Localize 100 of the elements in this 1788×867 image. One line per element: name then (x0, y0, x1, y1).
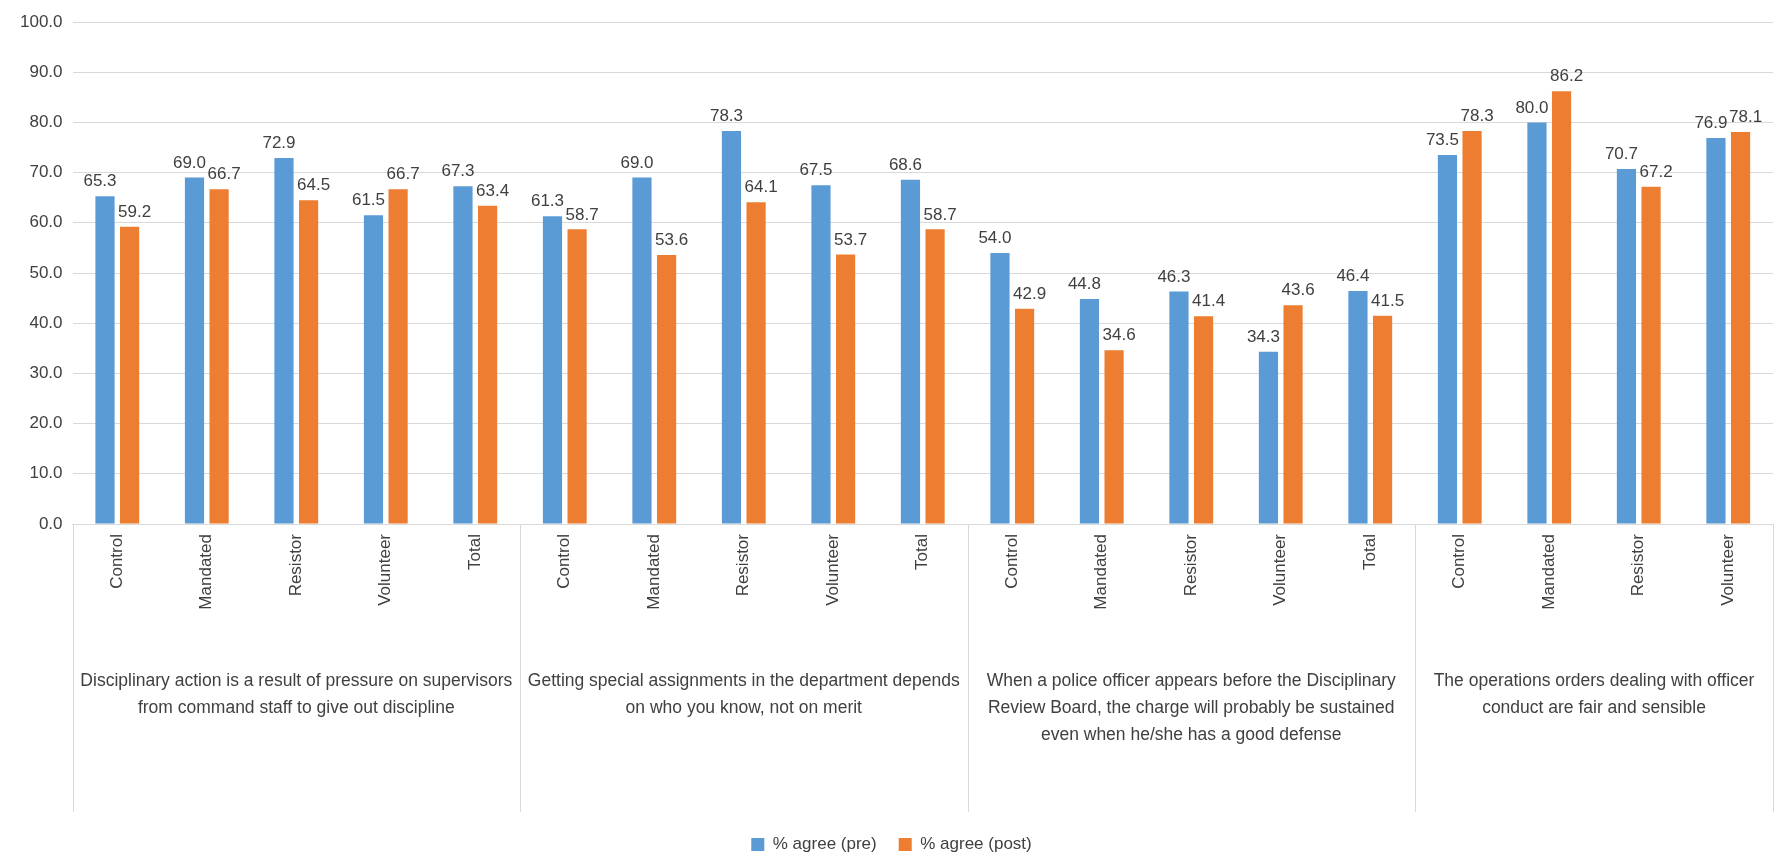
legend-label: % agree (pre) (772, 834, 877, 854)
bar (1014, 308, 1035, 524)
text: When a police officer appears before the Disciplinary Review Board, the charge will probably be sustained even when he/she has a good defense (986, 669, 1397, 744)
bar (1372, 315, 1393, 524)
bar (1730, 131, 1751, 524)
data-label: 69.0 (172, 152, 207, 172)
bar (120, 226, 140, 524)
x-tick-label: Control (1001, 534, 1021, 589)
text: Getting special assignments in the department depends on who you know, not on merit (527, 669, 960, 717)
data-label: 67.2 (1639, 161, 1673, 181)
data-label: 69.0 (620, 152, 654, 172)
y-tick-label: 70.0 (29, 162, 63, 182)
data-label: 70.7 (1604, 144, 1638, 164)
data-label: 78.3 (1460, 106, 1494, 126)
y-tick-label: 90.0 (29, 61, 63, 81)
data-label: 34.6 (1102, 325, 1136, 345)
data-label: 61.5 (351, 190, 386, 210)
bar (835, 254, 856, 524)
x-tick-label: Mandated (1091, 534, 1111, 610)
bar (925, 229, 945, 524)
bar (567, 229, 587, 524)
y-tick-label: 30.0 (29, 363, 63, 383)
bar (990, 252, 1010, 524)
bar (95, 196, 115, 524)
data-label: 63.4 (476, 180, 510, 200)
data-label: 67.5 (799, 160, 833, 180)
x-tick-label: Control (106, 534, 126, 589)
y-tick-label: 50.0 (29, 262, 63, 282)
x-tick-label: Mandated (643, 534, 663, 610)
x-tick-label: Control (554, 534, 574, 589)
data-label: 53.7 (834, 229, 868, 249)
bar (184, 177, 205, 524)
x-tick-label: Resistor (1628, 533, 1648, 597)
data-label: 73.5 (1425, 130, 1459, 150)
bar (746, 202, 766, 524)
bar (1258, 351, 1279, 524)
data-label: 34.3 (1246, 327, 1280, 346)
y-tick-label: 0.0 (38, 513, 63, 533)
bar (1437, 155, 1458, 524)
bar (721, 130, 742, 524)
x-tick-label: Total (912, 534, 932, 570)
bar (298, 200, 319, 524)
y-tick-label: 40.0 (29, 312, 63, 332)
bar (1079, 299, 1100, 524)
bar (1641, 186, 1661, 524)
x-tick-label: Volunteer (375, 533, 395, 606)
data-label: 64.1 (744, 177, 778, 197)
y-tick-label: 20.0 (29, 413, 63, 433)
data-label: 54.0 (978, 228, 1012, 248)
bar (811, 185, 831, 524)
data-label: 78.3 (709, 106, 744, 126)
bar (363, 215, 384, 524)
legend-label: % agree (post) (920, 834, 1032, 854)
text: Disciplinary action is a result of pressure on supervisors from command staff to give out discipline (80, 669, 513, 717)
data-label: 68.6 (888, 154, 923, 174)
x-tick-label: Resistor (285, 533, 305, 597)
x-tick-label: Volunteer (822, 533, 842, 606)
data-label: 76.9 (1694, 113, 1728, 133)
x-tick-label: Mandated (1538, 534, 1558, 610)
bar (388, 189, 408, 524)
x-tick-label: Volunteer (1270, 533, 1290, 606)
bar (1616, 169, 1637, 524)
bar (1348, 291, 1368, 524)
bar (1283, 305, 1303, 524)
data-label: 64.5 (297, 175, 331, 195)
data-label: 43.6 (1281, 280, 1315, 300)
bar (1551, 91, 1572, 524)
bar (1104, 350, 1124, 524)
bar (1193, 316, 1214, 524)
data-label: 72.9 (262, 133, 296, 153)
y-tick-label: 60.0 (29, 212, 63, 232)
data-label: 80.0 (1515, 97, 1549, 117)
data-label: 41.5 (1371, 290, 1405, 310)
bar (1169, 291, 1189, 524)
x-tick-label: Volunteer (1717, 533, 1737, 606)
bar (632, 177, 652, 524)
data-label: 59.2 (118, 202, 152, 221)
bar (900, 179, 921, 524)
bar (542, 216, 563, 524)
text: The operations orders dealing with officer conduct are fair and sensible (1433, 669, 1755, 717)
data-label: 58.7 (923, 204, 957, 224)
bar (1527, 122, 1547, 524)
data-label: 46.3 (1157, 266, 1191, 286)
data-label: 65.3 (83, 171, 117, 191)
bar (274, 158, 294, 524)
data-label: 41.4 (1192, 291, 1226, 311)
bar (453, 186, 473, 524)
x-tick-label: Control (1449, 534, 1469, 589)
data-label: 66.7 (207, 164, 241, 184)
data-label: 86.2 (1550, 66, 1584, 86)
data-label: 58.7 (565, 204, 599, 224)
data-label: 44.8 (1067, 274, 1102, 294)
x-tick-label: Total (1359, 534, 1379, 570)
data-label: 46.4 (1336, 266, 1370, 286)
y-tick-label: 10.0 (29, 463, 63, 483)
bar (1706, 137, 1726, 524)
y-tick-label: 100.0 (19, 11, 63, 31)
data-label: 61.3 (530, 191, 565, 211)
bar (209, 189, 229, 524)
data-label: 67.3 (441, 161, 475, 181)
